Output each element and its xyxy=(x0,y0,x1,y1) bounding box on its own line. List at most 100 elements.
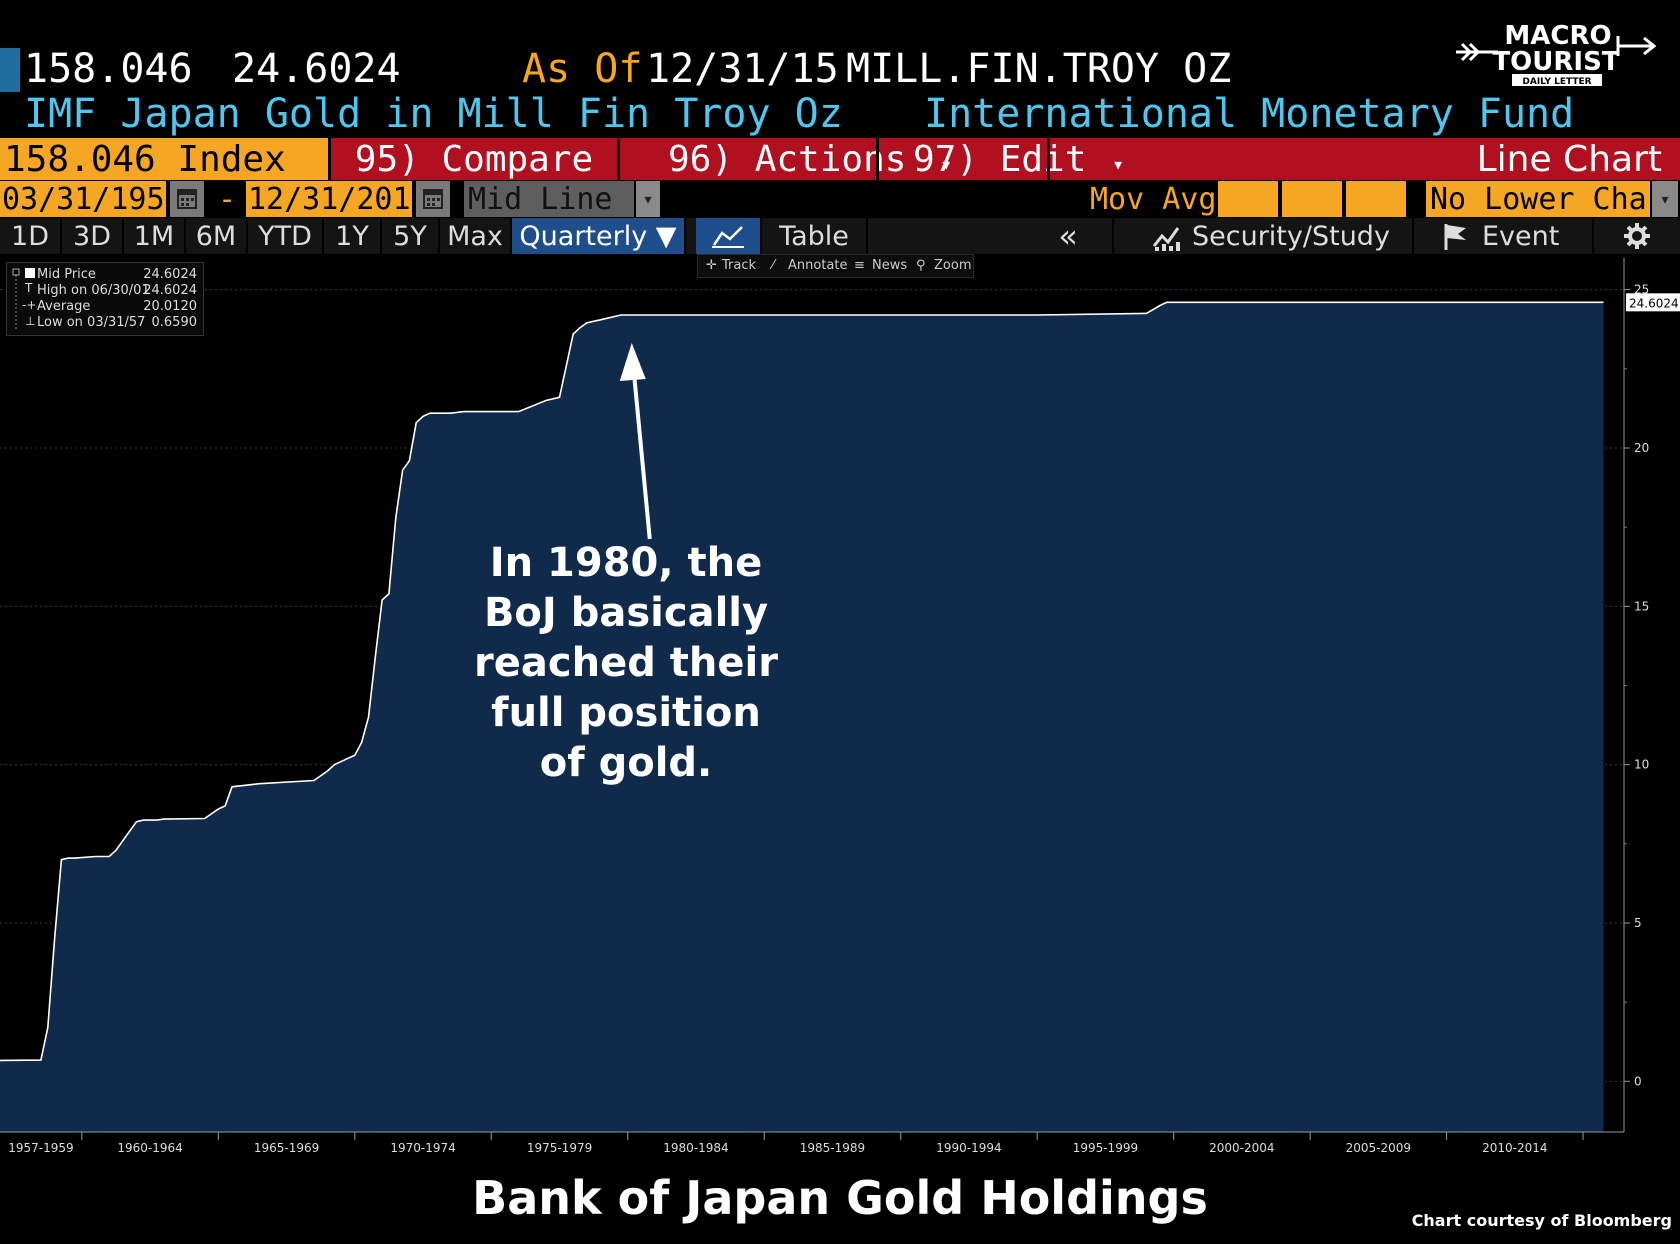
header-row-values: 158.046 24.6024 As Of 12/31/15 MILL.FIN.… xyxy=(0,44,1680,94)
event-label: Event xyxy=(1482,221,1560,252)
security-name: IMF Japan Gold in Mill Fin Troy Oz xyxy=(24,91,843,137)
header-row-description: IMF Japan Gold in Mill Fin Troy Oz Inter… xyxy=(0,92,1680,136)
end-date-calendar-button[interactable] xyxy=(416,181,450,217)
legend-row-mid-price: Mid Price 24.6024 xyxy=(37,267,199,283)
line-mode-dropdown-icon[interactable]: ▾ xyxy=(636,181,660,217)
y-tick-label: 25 xyxy=(1634,283,1649,297)
range-1y-button[interactable]: 1Y xyxy=(324,218,382,254)
range-1m-button[interactable]: 1M xyxy=(124,218,186,254)
range-1d-button[interactable]: 1D xyxy=(0,218,62,254)
legend-value: 20.0120 xyxy=(143,299,197,314)
actions-label: 96) Actions xyxy=(668,139,907,180)
holdings-line xyxy=(0,301,1604,1062)
zoom-button[interactable]: Zoom xyxy=(934,258,972,273)
annotation-text-line: reached their xyxy=(474,640,778,686)
date-range-dash: - xyxy=(218,182,237,217)
compare-button[interactable]: 95) Compare xyxy=(354,139,594,180)
annotate-button[interactable]: Annotate xyxy=(788,258,848,273)
annotation-text-line: In 1980, the xyxy=(490,540,762,586)
x-tick-label: 2000-2004 xyxy=(1209,1141,1274,1155)
annotation-text-line: of gold. xyxy=(540,740,712,786)
track-button[interactable]: Track xyxy=(722,258,757,273)
security-study-button[interactable]: Security/Study xyxy=(1114,218,1414,254)
mov-avg-field-2[interactable] xyxy=(1282,181,1342,217)
annotate-icon: ⁄ xyxy=(772,258,775,273)
lower-chart-dropdown-icon[interactable]: ▾ xyxy=(1652,181,1678,217)
svg-text:-+-: -+- xyxy=(22,298,37,312)
start-date-field[interactable]: 03/31/1957 xyxy=(0,181,183,217)
event-button[interactable]: Event xyxy=(1414,218,1594,254)
edit-dropdown-icon: ▾ xyxy=(1112,152,1125,176)
range-6m-button[interactable]: 6M xyxy=(186,218,248,254)
line-mode-select[interactable]: Mid Line xyxy=(464,181,634,217)
x-tick-label: 2010-2014 xyxy=(1482,1141,1547,1155)
svg-text:T: T xyxy=(24,281,33,295)
x-tick-label: 1975-1979 xyxy=(527,1141,592,1155)
line-chart-view-button[interactable] xyxy=(696,218,762,254)
svg-text:⊥: ⊥ xyxy=(25,314,35,328)
legend-label: Mid Price xyxy=(37,267,96,282)
news-button[interactable]: News xyxy=(872,258,908,273)
calendar-icon xyxy=(423,189,443,209)
x-tick-label: 1957-1959 xyxy=(8,1141,73,1155)
y-tick-label: 15 xyxy=(1634,599,1649,613)
mov-avg-field-3[interactable] xyxy=(1346,181,1406,217)
settings-button[interactable] xyxy=(1594,218,1680,254)
x-tick-label: 2005-2009 xyxy=(1346,1141,1411,1155)
x-tick-label: 1960-1964 xyxy=(117,1141,182,1155)
annotation-text-line: full position xyxy=(491,690,761,736)
chart-type-label[interactable]: Line Chart xyxy=(1476,139,1662,180)
header-value2: 24.6024 xyxy=(232,46,401,92)
range-ytd-button[interactable]: YTD xyxy=(248,218,324,254)
edit-button[interactable]: 97) Edit ▾ xyxy=(879,138,1124,180)
actions-button[interactable]: 96) Actions ▾ xyxy=(620,138,952,180)
legend-row-low: Low on 03/31/57 0.6590 xyxy=(37,315,199,331)
legend-label: Low on 03/31/57 xyxy=(37,315,146,330)
range-5y-button[interactable]: 5Y xyxy=(382,218,440,254)
security-marker xyxy=(0,48,20,92)
y-tick-label: 5 xyxy=(1634,916,1642,930)
legend-row-average: Average 20.0120 xyxy=(37,299,199,315)
last-value-tag: 24.6024 xyxy=(1626,293,1680,312)
mov-avg-field-1[interactable] xyxy=(1218,181,1278,217)
gear-icon xyxy=(1624,223,1650,249)
collapse-button[interactable]: « xyxy=(1024,218,1114,255)
x-tick-label: 1995-1999 xyxy=(1073,1141,1138,1155)
figure-title: Bank of Japan Gold Holdings xyxy=(472,1171,1208,1225)
annotation-arrow-head xyxy=(619,343,646,381)
study-chart-icon xyxy=(1152,227,1180,251)
y-axis-ticks: 0 5 10 15 20 25 xyxy=(1624,283,1649,1088)
toolbar-main: 158.046 Index 95) Compare 96) Actions ▾ … xyxy=(0,138,1680,180)
y-tick-label: 10 xyxy=(1634,758,1649,772)
last-value-box xyxy=(1626,293,1680,312)
legend-tree-icon: T -+- ⊥ xyxy=(12,268,37,329)
legend-label: High on 06/30/01 xyxy=(37,283,150,298)
lower-chart-select[interactable]: No Lower Chart xyxy=(1426,181,1680,217)
holdings-area xyxy=(0,302,1604,1132)
actions-dropdown-icon: ▾ xyxy=(940,152,953,176)
macro-tourist-logo: MACRO TOURIST DAILY LETTER xyxy=(1452,10,1664,87)
logo-line3: DAILY LETTER xyxy=(1522,77,1591,86)
toolbar-dates: 03/31/1957 - 12/31/2015 Mid Line ▾ Mov A… xyxy=(0,181,1680,217)
end-date-field[interactable]: 12/31/2015 xyxy=(246,181,429,217)
legend-row-high: High on 06/30/01 24.6024 xyxy=(37,283,199,299)
annotation-arrow-shaft xyxy=(631,370,652,540)
security-study-label: Security/Study xyxy=(1192,221,1390,252)
range-max-button[interactable]: Max xyxy=(440,218,512,254)
x-tick-label: 1970-1974 xyxy=(390,1141,455,1155)
last-value-label: 24.6024 xyxy=(1629,296,1679,310)
security-source: International Monetary Fund xyxy=(924,91,1575,137)
toolbar-ranges: 1D 3D 1M 6M YTD 1Y 5Y Max Quarterly ▼ Ta… xyxy=(0,218,1680,255)
flag-icon xyxy=(1444,224,1466,250)
ticker-field[interactable]: 158.046 Index xyxy=(0,138,328,180)
frequency-select[interactable]: Quarterly ▼ xyxy=(512,218,686,254)
chart-tools-bar: ✛ Track ⁄ Annotate ≡ News ⚲ Zoom xyxy=(697,254,974,278)
x-axis-ticks: 1957-1959 1960-1964 1965-1969 1970-1974 1975… xyxy=(8,1132,1584,1155)
logo-line1: MACRO xyxy=(1504,21,1611,51)
range-3d-button[interactable]: 3D xyxy=(62,218,124,254)
start-date-calendar-button[interactable] xyxy=(170,181,204,217)
header-as-of-date: 12/31/15 xyxy=(646,46,839,92)
table-view-button[interactable]: Table xyxy=(762,218,868,254)
